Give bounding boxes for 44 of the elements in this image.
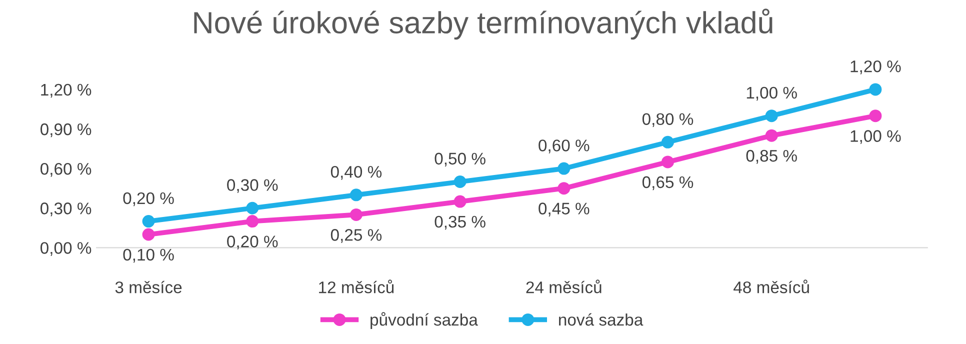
point <box>558 182 570 195</box>
legend-label: původní sazba <box>370 312 478 329</box>
y-tick-label: 0,00 % <box>40 242 92 256</box>
data-label: 1,00 % <box>850 130 901 144</box>
data-label: 0,20 % <box>227 236 278 250</box>
data-label: 0,30 % <box>227 179 278 193</box>
data-label: 0,85 % <box>746 150 797 164</box>
point <box>765 110 778 122</box>
point <box>661 136 674 148</box>
point <box>350 188 362 202</box>
chart-title: Nové úrokové sazby termínovaných vkladů <box>194 8 772 40</box>
x-tick-label: 24 měsíců <box>526 280 602 294</box>
data-label: 0,40 % <box>330 166 382 180</box>
point <box>869 83 882 96</box>
data-label: 0,65 % <box>642 176 694 190</box>
point <box>454 175 466 188</box>
legend-label: nová sazba <box>559 313 644 326</box>
y-tick-label: 0,30 % <box>40 202 92 216</box>
point <box>558 162 570 175</box>
y-tick-label: 0,60 % <box>40 162 92 177</box>
data-label: 0,50 % <box>434 152 486 167</box>
y-tick-label: 1,20 % <box>41 84 92 98</box>
point <box>246 215 259 228</box>
point <box>142 215 155 228</box>
data-label: 0,25 % <box>330 229 382 243</box>
data-label: 0,10 % <box>123 248 174 263</box>
y-tick-label: 0,90 % <box>40 123 92 138</box>
point <box>869 110 882 122</box>
x-tick-label: 12 měsíců <box>319 280 394 294</box>
data-label: 0,80 % <box>642 113 694 127</box>
data-label: 1,20 % <box>850 60 901 74</box>
point <box>246 202 259 214</box>
data-label: 0,45 % <box>538 202 590 216</box>
point <box>142 228 155 241</box>
x-tick-label: 48 měsíců <box>734 280 809 294</box>
point <box>661 156 674 168</box>
point <box>350 208 362 221</box>
point <box>765 129 778 142</box>
data-label: 1,00 % <box>746 86 797 101</box>
data-label: 0,20 % <box>123 192 174 206</box>
data-label: 0,35 % <box>434 216 486 230</box>
data-label: 0,60 % <box>538 140 590 154</box>
x-tick-label: 3 měsíce <box>115 280 182 294</box>
point <box>454 195 466 208</box>
